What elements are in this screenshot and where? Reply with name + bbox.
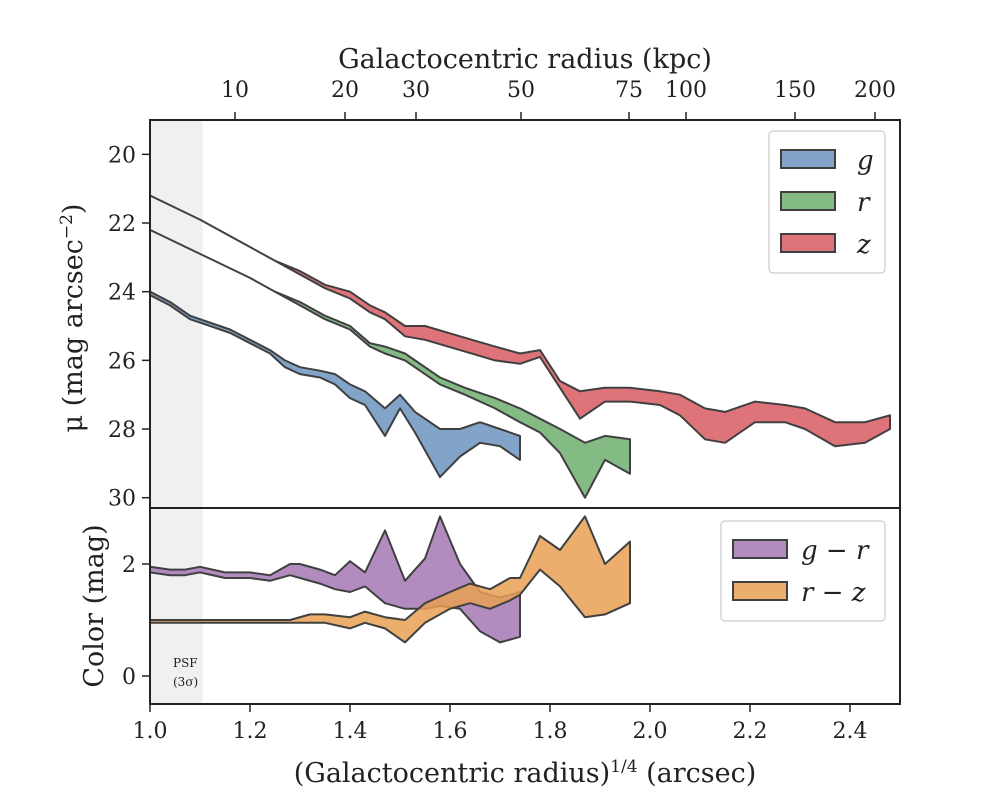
top-axis-title: Galactocentric radius (kpc) xyxy=(338,44,712,75)
lower-legend-label: g − r xyxy=(801,536,870,566)
top-tick-label: 75 xyxy=(615,78,643,103)
x-tick-label: 1.2 xyxy=(233,719,268,744)
x-tick-label: 2.2 xyxy=(733,719,768,744)
lower-legend-swatch xyxy=(732,581,788,601)
upper-legend-label: r xyxy=(857,188,871,218)
upper-y-axis-title: μ (mag arcsec−2) xyxy=(57,204,89,433)
top-tick-label: 10 xyxy=(221,78,249,103)
upper-y-tick-label: 26 xyxy=(108,349,136,374)
x-tick-label: 1.4 xyxy=(333,719,368,744)
upper-legend-swatch xyxy=(780,149,836,169)
upper-legend-label: z xyxy=(856,230,871,260)
lower-y-tick-label: 2 xyxy=(122,553,136,578)
top-tick-label: 150 xyxy=(774,78,816,103)
upper-y-tick-label: 30 xyxy=(108,487,136,512)
lower-y-axis-title: Color (mag) xyxy=(79,524,110,687)
x-axis-title: (Galactocentric radius)1/4 (arcsec) xyxy=(294,757,757,789)
top-tick-label: 20 xyxy=(331,78,359,103)
color-band-rz xyxy=(149,515,631,644)
x-tick-label: 2.0 xyxy=(633,719,668,744)
upper-panel-series xyxy=(149,194,891,499)
lower-panel-series xyxy=(149,515,631,644)
upper-y-tick-label: 24 xyxy=(108,281,136,306)
x-tick-label: 2.4 xyxy=(833,719,868,744)
x-tick-label: 1.0 xyxy=(133,719,168,744)
psf-band-upper xyxy=(150,120,203,508)
legends: grz g − r r − z xyxy=(720,130,886,622)
psf-band-lower xyxy=(150,508,203,704)
lower-panel-frame xyxy=(149,507,901,705)
upper-y-tick-label: 22 xyxy=(108,212,136,237)
surface-brightness-band-r xyxy=(149,228,631,499)
top-tick-label: 100 xyxy=(665,78,707,103)
x-tick-label: 1.6 xyxy=(433,719,468,744)
psf-label-line1: PSF xyxy=(173,656,198,670)
lower-legend-label: r − z xyxy=(801,578,866,608)
top-tick-label: 50 xyxy=(507,78,535,103)
upper-legend-label: g xyxy=(857,146,874,176)
axis-ticks: 1.0 1.2 1.4 1.6 1.8 2.0 2.2 2.410 20 30 50 75 100 150… xyxy=(108,78,896,744)
upper-y-tick-label: 28 xyxy=(108,418,136,443)
top-tick-label: 30 xyxy=(402,78,430,103)
color-band-gr xyxy=(149,515,521,644)
upper-legend-swatch xyxy=(780,233,836,253)
lower-legend-swatch xyxy=(732,539,788,559)
x-tick-label: 1.8 xyxy=(533,719,568,744)
psf-label-line2: (3σ) xyxy=(173,675,198,689)
upper-legend-swatch xyxy=(780,191,836,211)
surface-brightness-band-z xyxy=(149,194,891,448)
upper-y-tick-label: 20 xyxy=(108,143,136,168)
lower-y-tick-label: 0 xyxy=(122,665,136,690)
surface-brightness-band-g xyxy=(149,290,521,479)
top-tick-label: 200 xyxy=(854,78,896,103)
